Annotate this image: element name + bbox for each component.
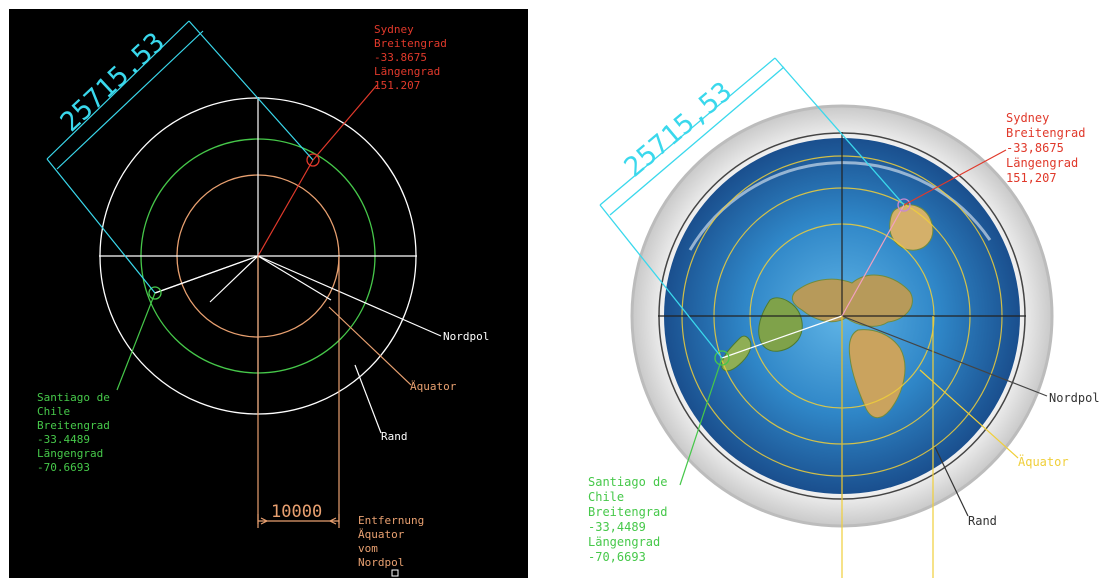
cad-drawing-panel: 25715.53 Sydney Breitengrad -33.8675 Län… bbox=[9, 9, 528, 578]
rand-label: Rand bbox=[381, 430, 408, 443]
sydney-name: Sydney bbox=[374, 23, 414, 36]
santiago-label: Santiago de Chile Breitengrad -33,4489 L… bbox=[588, 475, 667, 564]
sydney-label: Sydney Breitengrad -33.8675 Längengrad 1… bbox=[374, 23, 447, 92]
flat-earth-map: 25715,53 Sydney Breitengrad -33,8675 Län… bbox=[588, 57, 1100, 578]
aquator-label: Äquator bbox=[410, 380, 457, 393]
santiago-name-2: Chile bbox=[588, 490, 624, 504]
scale-caption-1: Entfernung bbox=[358, 514, 424, 527]
aquator-leader-line bbox=[328, 306, 412, 386]
scale-value: 10000 bbox=[271, 502, 322, 522]
santiago-to-pole-line bbox=[154, 255, 259, 294]
santiago-name-1: Santiago de bbox=[37, 391, 110, 404]
sydney-leader-line bbox=[903, 149, 1007, 206]
santiago-leader-line bbox=[116, 292, 156, 391]
scale-caption-3: vom bbox=[358, 542, 378, 555]
sydney-lon-label: Längengrad bbox=[374, 65, 440, 78]
sydney-marker bbox=[897, 198, 911, 212]
sydney-lon-label: Längengrad bbox=[1006, 156, 1078, 170]
sydney-leader-line bbox=[312, 84, 378, 161]
sydney-lat-value: -33,8675 bbox=[1006, 141, 1064, 155]
santiago-name-1: Santiago de bbox=[588, 475, 667, 489]
rand-leader-line bbox=[934, 446, 969, 517]
pole-to-sydney-line bbox=[841, 204, 905, 317]
distance-value: 25715.53 bbox=[55, 27, 171, 138]
nordpol-label: Nordpol bbox=[1049, 391, 1100, 405]
sydney-lon-value: 151,207 bbox=[1006, 171, 1057, 185]
sydney-lat-label: Breitengrad bbox=[1006, 126, 1085, 140]
santiago-label: Santiago de Chile Breitengrad -33.4489 L… bbox=[37, 391, 110, 474]
sydney-lat-value: -33.8675 bbox=[374, 51, 427, 64]
small-marker bbox=[391, 569, 399, 577]
sydney-lon-value: 151.207 bbox=[374, 79, 420, 92]
scale-caption-2: Äquator bbox=[358, 528, 405, 541]
pole-to-santiago-line bbox=[721, 315, 843, 359]
santiago-lat-value: -33,4489 bbox=[588, 520, 646, 534]
nordpol-leader-line bbox=[841, 315, 1048, 397]
continent-north-america bbox=[758, 297, 803, 352]
continents bbox=[688, 161, 992, 419]
continent-africa bbox=[848, 329, 906, 419]
sydney-lat-label: Breitengrad bbox=[374, 37, 447, 50]
santiago-lat-label: Breitengrad bbox=[37, 419, 110, 432]
distance-dimension bbox=[599, 57, 905, 359]
santiago-lat-value: -33.4489 bbox=[37, 433, 90, 446]
santiago-lat-label: Breitengrad bbox=[588, 505, 667, 519]
santiago-lon-label: Längengrad bbox=[588, 535, 660, 549]
map-rendering-panel: 25715,53 Sydney Breitengrad -33,8675 Län… bbox=[540, 0, 1109, 578]
santiago-marker bbox=[714, 350, 730, 366]
sydney-label: Sydney Breitengrad -33,8675 Längengrad 1… bbox=[1006, 111, 1085, 185]
aquator-label: Äquator bbox=[1018, 454, 1069, 469]
rand-leader-line bbox=[354, 364, 382, 434]
santiago-marker bbox=[148, 286, 162, 300]
rand-label: Rand bbox=[968, 514, 997, 528]
santiago-lon-value: -70,6693 bbox=[588, 550, 646, 564]
cad-drawing: 25715.53 Sydney Breitengrad -33.8675 Län… bbox=[37, 20, 489, 577]
nordpol-leader-line bbox=[257, 255, 442, 337]
scale-caption-4: Nordpol bbox=[358, 556, 404, 569]
scale-bar bbox=[841, 316, 934, 578]
santiago-lon-label: Längengrad bbox=[37, 447, 103, 460]
nordpol-label: Nordpol bbox=[443, 330, 489, 343]
continent-asia-europe bbox=[791, 274, 913, 327]
radial-line-3 bbox=[209, 255, 259, 303]
santiago-leader-line bbox=[679, 357, 723, 486]
aquator-leader-line bbox=[919, 369, 1019, 459]
pole-radial-line bbox=[257, 255, 332, 301]
santiago-lon-value: -70.6693 bbox=[37, 461, 90, 474]
sydney-marker bbox=[306, 153, 320, 167]
scale-bar bbox=[257, 256, 340, 528]
distance-dimension bbox=[46, 20, 314, 294]
santiago-name-2: Chile bbox=[37, 405, 70, 418]
sydney-name: Sydney bbox=[1006, 111, 1049, 125]
pole-to-sydney-line bbox=[257, 159, 314, 257]
scale-caption: Entfernung Äquator vom Nordpol bbox=[358, 514, 424, 569]
